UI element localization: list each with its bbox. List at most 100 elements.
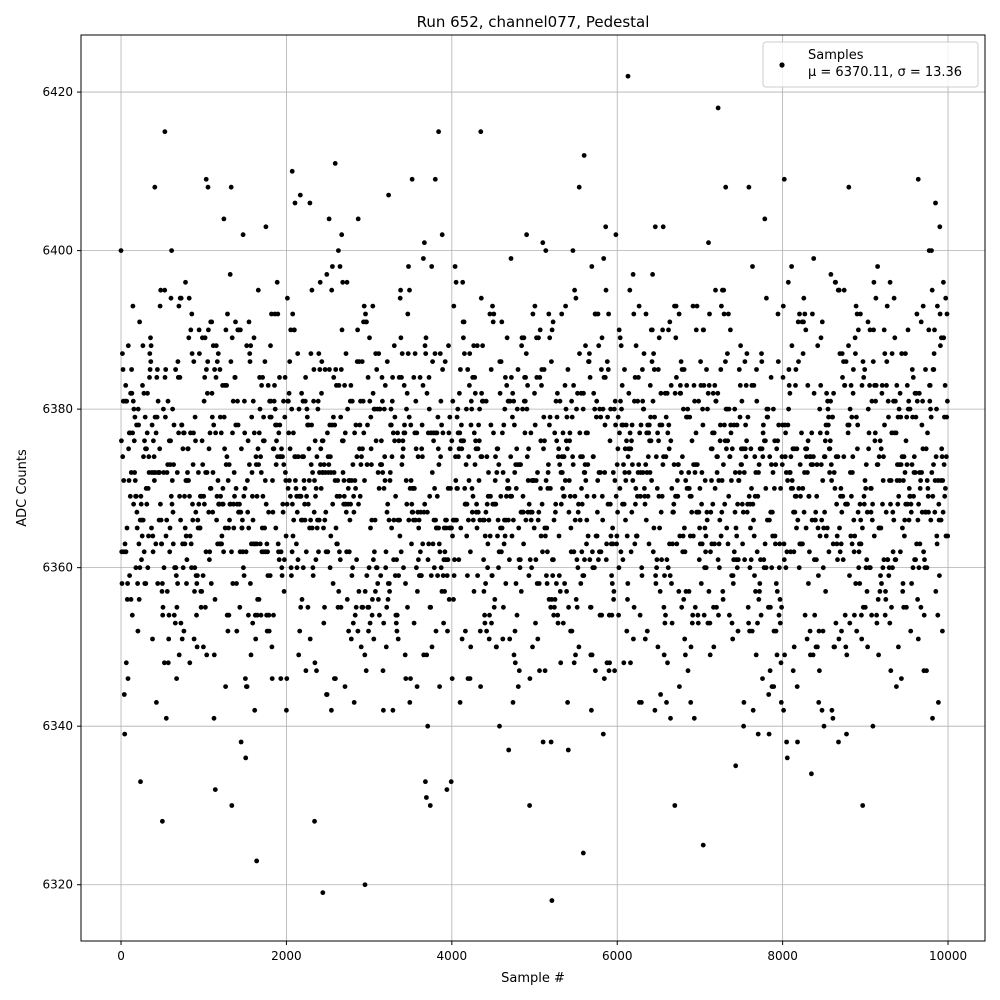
data-point	[341, 493, 347, 499]
data-point	[856, 327, 861, 333]
data-point	[123, 383, 129, 388]
data-point	[190, 517, 196, 523]
data-point	[564, 589, 569, 594]
data-point	[389, 398, 395, 404]
data-point	[600, 517, 606, 523]
data-point	[851, 549, 857, 555]
data-point	[759, 351, 764, 356]
data-point	[240, 232, 246, 238]
data-point	[168, 438, 174, 444]
data-point	[726, 406, 732, 412]
data-point	[377, 406, 383, 412]
data-point	[730, 636, 736, 642]
data-point	[210, 509, 216, 515]
data-point	[776, 612, 782, 618]
data-point	[682, 636, 688, 642]
data-point	[454, 414, 460, 420]
data-point	[233, 319, 238, 325]
data-point	[854, 628, 860, 634]
data-point	[333, 525, 339, 531]
data-point	[733, 525, 739, 531]
data-point	[402, 652, 408, 658]
data-point	[337, 557, 343, 563]
data-point	[331, 375, 337, 380]
data-point	[680, 454, 685, 460]
data-point	[429, 264, 435, 269]
data-point	[584, 541, 589, 547]
data-point	[749, 486, 754, 491]
data-point	[874, 620, 880, 626]
data-point	[353, 604, 359, 610]
data-point	[815, 343, 821, 349]
data-point	[569, 414, 575, 420]
data-point	[397, 517, 402, 523]
data-point	[193, 438, 198, 444]
data-point	[538, 486, 543, 491]
data-point	[938, 343, 943, 349]
data-point	[129, 367, 135, 372]
data-point	[720, 589, 726, 594]
data-point	[850, 470, 855, 475]
data-point	[512, 660, 518, 666]
data-point	[748, 525, 753, 531]
data-point	[595, 311, 601, 317]
data-point	[683, 652, 688, 658]
data-point	[901, 454, 907, 460]
data-point	[119, 581, 125, 586]
data-point	[499, 525, 505, 531]
data-point	[501, 604, 506, 610]
data-point	[571, 549, 577, 555]
outlier-point	[159, 818, 165, 824]
data-point	[235, 422, 241, 428]
data-point	[623, 517, 628, 523]
data-point	[247, 351, 253, 356]
data-point	[888, 501, 893, 507]
data-point	[556, 446, 562, 452]
grid-lines	[81, 35, 985, 941]
data-point	[838, 486, 844, 491]
data-point	[160, 612, 166, 618]
data-point	[579, 501, 585, 507]
data-point	[275, 311, 281, 317]
data-point	[234, 628, 240, 634]
data-point	[881, 327, 887, 333]
data-point	[566, 509, 572, 515]
data-point	[723, 184, 729, 190]
data-point	[535, 517, 541, 523]
data-point	[448, 779, 454, 785]
data-point	[390, 375, 395, 380]
data-point	[911, 454, 917, 460]
data-point	[383, 644, 389, 650]
data-point	[893, 557, 899, 563]
data-point	[839, 351, 845, 356]
data-point	[938, 517, 944, 523]
data-point	[471, 430, 477, 436]
data-point	[624, 628, 630, 634]
data-point	[737, 414, 743, 420]
data-point	[118, 248, 124, 254]
data-point	[297, 192, 303, 198]
data-point	[536, 509, 542, 515]
data-point	[330, 581, 336, 586]
data-point	[476, 438, 482, 444]
data-point	[375, 470, 381, 475]
data-point	[400, 454, 405, 460]
data-point	[376, 351, 382, 356]
data-point	[492, 597, 498, 602]
data-point	[834, 501, 839, 507]
data-point	[465, 573, 470, 578]
data-point	[570, 462, 576, 467]
data-point	[686, 470, 692, 475]
data-point	[198, 604, 204, 610]
data-point	[804, 454, 809, 460]
data-point	[692, 470, 698, 475]
data-point	[836, 739, 841, 745]
data-point	[749, 628, 755, 634]
data-point	[163, 715, 169, 721]
data-point	[576, 644, 582, 650]
data-point	[638, 422, 644, 428]
data-point	[859, 612, 864, 618]
data-point	[817, 430, 823, 436]
data-point	[481, 557, 486, 563]
data-point	[584, 517, 590, 523]
